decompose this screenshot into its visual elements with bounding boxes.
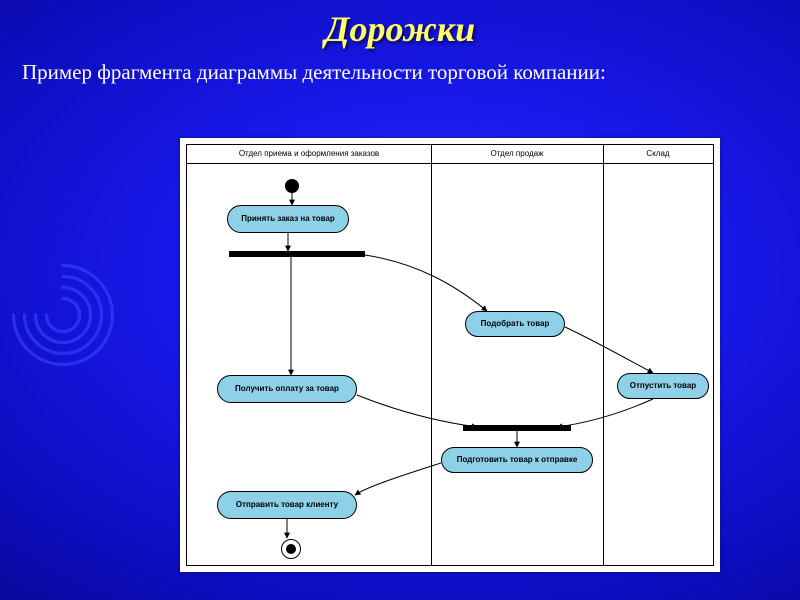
sync-bar-fork: [229, 251, 365, 257]
activity-a6: Отправить товар клиенту: [217, 491, 357, 519]
activity-a1: Принять заказ на товар: [227, 205, 349, 233]
lane-header-lane3: Склад: [603, 145, 713, 164]
activity-a4: Получить оплату за товар: [217, 375, 357, 403]
initial-node: [285, 179, 299, 193]
edge-e6: [557, 399, 653, 427]
lane-header-lane2: Отдел продаж: [431, 145, 603, 164]
lane-divider: [603, 145, 604, 565]
edge-e7: [357, 395, 477, 427]
slide-title: Дорожки: [0, 0, 800, 50]
sync-bar-join: [463, 425, 571, 431]
diagram-canvas: Отдел приема и оформления заказовОтдел п…: [186, 144, 714, 566]
activity-a3: Отпустить товар: [617, 373, 709, 399]
slide: Дорожки Пример фрагмента диаграммы деяте…: [0, 0, 800, 600]
lane-header-lane1: Отдел приема и оформления заказов: [187, 145, 431, 164]
activity-a2: Подобрать товар: [465, 311, 565, 337]
edge-e5: [565, 327, 653, 373]
edge-e4: [365, 255, 487, 311]
decorative-swirl: [8, 260, 118, 370]
slide-subtitle: Пример фрагмента диаграммы деятельности …: [0, 50, 800, 91]
diagram-frame: Отдел приема и оформления заказовОтдел п…: [180, 138, 720, 572]
activity-a5: Подготовить товар к отправке: [441, 447, 593, 473]
edge-e9: [355, 463, 441, 495]
lane-divider: [431, 145, 432, 565]
final-node: [281, 539, 301, 559]
